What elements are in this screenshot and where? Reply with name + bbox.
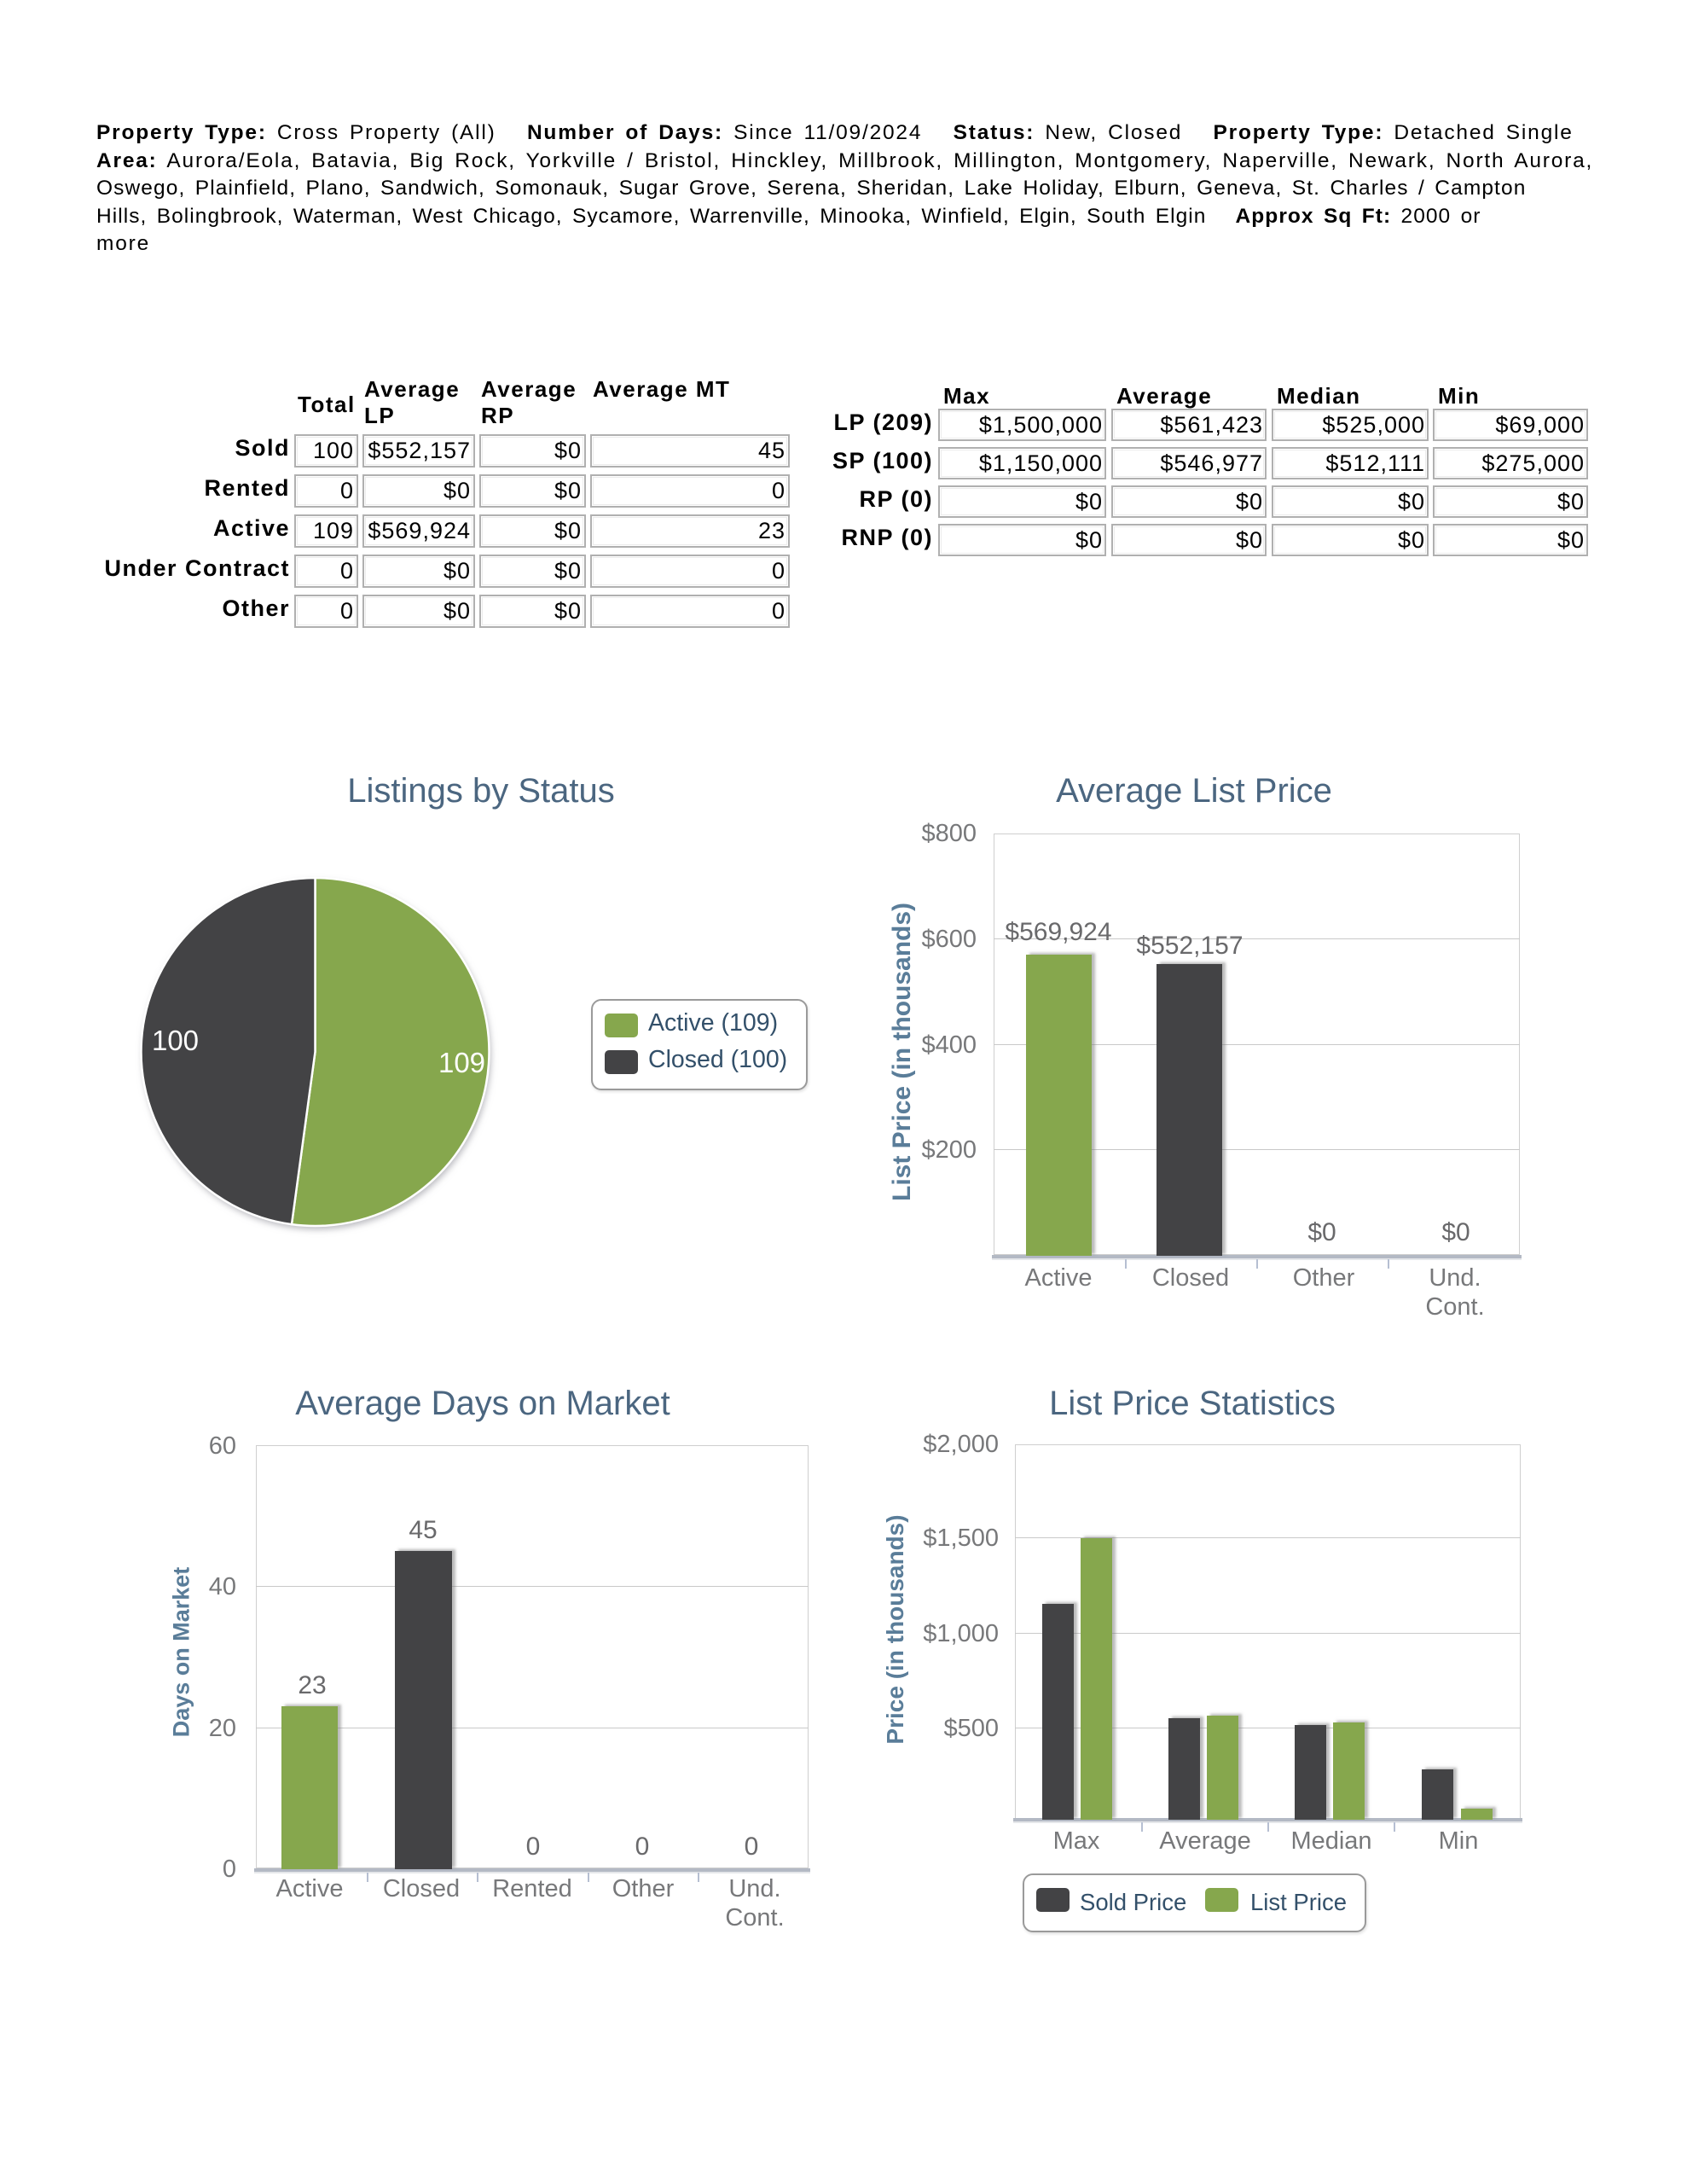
svg-text:109: 109 [438,1047,485,1078]
svg-text:100: 100 [152,1025,199,1056]
